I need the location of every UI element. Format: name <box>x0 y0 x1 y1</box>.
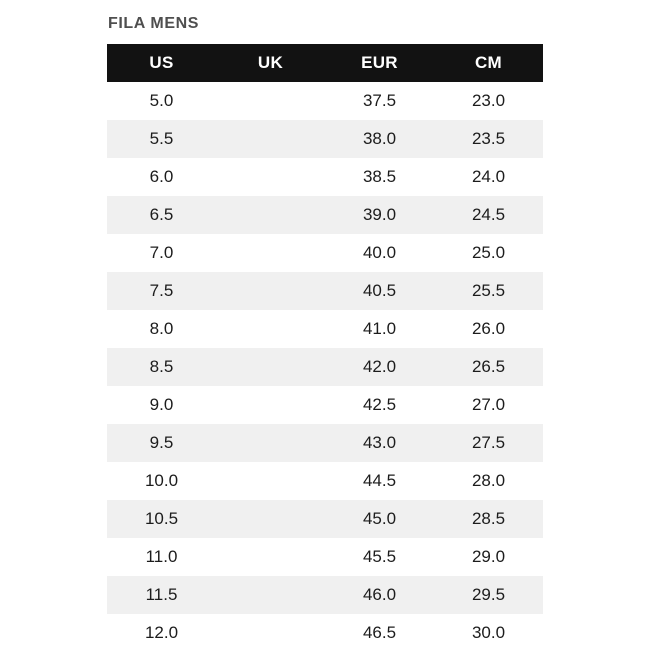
cell-us: 5.5 <box>107 120 216 158</box>
cell-us: 11.0 <box>107 538 216 576</box>
cell-uk <box>216 310 325 348</box>
table-row: 6.0 38.5 24.0 <box>107 158 543 196</box>
table-row: 10.5 45.0 28.5 <box>107 500 543 538</box>
cell-eur: 38.0 <box>325 120 434 158</box>
cell-us: 10.0 <box>107 462 216 500</box>
table-row: 8.5 42.0 26.5 <box>107 348 543 386</box>
cell-eur: 41.0 <box>325 310 434 348</box>
cell-eur: 40.5 <box>325 272 434 310</box>
cell-us: 8.0 <box>107 310 216 348</box>
size-chart-container: US UK EUR CM 5.0 37.5 23.0 5.5 38.0 23.5 6.0 38… <box>107 44 543 650</box>
cell-uk <box>216 158 325 196</box>
table-row: 10.0 44.5 28.0 <box>107 462 543 500</box>
cell-us: 5.0 <box>107 82 216 120</box>
cell-uk <box>216 82 325 120</box>
cell-uk <box>216 538 325 576</box>
column-header-us: US <box>107 44 216 82</box>
table-row: 12.0 46.5 30.0 <box>107 614 543 650</box>
cell-us: 6.0 <box>107 158 216 196</box>
cell-cm: 24.0 <box>434 158 543 196</box>
table-row: 11.0 45.5 29.0 <box>107 538 543 576</box>
size-chart-table: US UK EUR CM 5.0 37.5 23.0 5.5 38.0 23.5 6.0 38… <box>107 44 543 650</box>
cell-us: 7.0 <box>107 234 216 272</box>
size-chart-body: 5.0 37.5 23.0 5.5 38.0 23.5 6.0 38.5 24.0 6.5 39.0… <box>107 82 543 650</box>
header-row: US UK EUR CM <box>107 44 543 82</box>
cell-eur: 45.5 <box>325 538 434 576</box>
cell-eur: 42.5 <box>325 386 434 424</box>
cell-us: 11.5 <box>107 576 216 614</box>
table-row: 5.5 38.0 23.5 <box>107 120 543 158</box>
cell-uk <box>216 576 325 614</box>
table-row: 9.5 43.0 27.5 <box>107 424 543 462</box>
cell-cm: 27.0 <box>434 386 543 424</box>
cell-us: 6.5 <box>107 196 216 234</box>
table-row: 5.0 37.5 23.0 <box>107 82 543 120</box>
table-row: 9.0 42.5 27.0 <box>107 386 543 424</box>
cell-us: 8.5 <box>107 348 216 386</box>
cell-cm: 23.5 <box>434 120 543 158</box>
cell-cm: 28.5 <box>434 500 543 538</box>
column-header-eur: EUR <box>325 44 434 82</box>
cell-cm: 26.0 <box>434 310 543 348</box>
table-row: 11.5 46.0 29.5 <box>107 576 543 614</box>
cell-uk <box>216 272 325 310</box>
cell-cm: 23.0 <box>434 82 543 120</box>
cell-us: 7.5 <box>107 272 216 310</box>
cell-cm: 24.5 <box>434 196 543 234</box>
cell-uk <box>216 386 325 424</box>
cell-eur: 39.0 <box>325 196 434 234</box>
cell-eur: 45.0 <box>325 500 434 538</box>
cell-uk <box>216 348 325 386</box>
cell-eur: 40.0 <box>325 234 434 272</box>
cell-cm: 25.0 <box>434 234 543 272</box>
cell-us: 9.5 <box>107 424 216 462</box>
table-row: 7.5 40.5 25.5 <box>107 272 543 310</box>
cell-cm: 28.0 <box>434 462 543 500</box>
cell-cm: 26.5 <box>434 348 543 386</box>
cell-eur: 38.5 <box>325 158 434 196</box>
table-row: 8.0 41.0 26.0 <box>107 310 543 348</box>
cell-uk <box>216 614 325 650</box>
column-header-uk: UK <box>216 44 325 82</box>
cell-uk <box>216 120 325 158</box>
cell-eur: 43.0 <box>325 424 434 462</box>
cell-uk <box>216 424 325 462</box>
cell-uk <box>216 234 325 272</box>
table-row: 6.5 39.0 24.5 <box>107 196 543 234</box>
cell-us: 12.0 <box>107 614 216 650</box>
page-title: FILA MENS <box>108 15 200 32</box>
column-header-cm: CM <box>434 44 543 82</box>
cell-eur: 42.0 <box>325 348 434 386</box>
cell-eur: 44.5 <box>325 462 434 500</box>
cell-eur: 46.0 <box>325 576 434 614</box>
cell-eur: 37.5 <box>325 82 434 120</box>
cell-cm: 29.5 <box>434 576 543 614</box>
table-row: 7.0 40.0 25.0 <box>107 234 543 272</box>
cell-eur: 46.5 <box>325 614 434 650</box>
cell-uk <box>216 462 325 500</box>
cell-cm: 25.5 <box>434 272 543 310</box>
cell-cm: 27.5 <box>434 424 543 462</box>
cell-cm: 30.0 <box>434 614 543 650</box>
cell-uk <box>216 196 325 234</box>
table-header: US UK EUR CM <box>107 44 543 82</box>
cell-us: 9.0 <box>107 386 216 424</box>
cell-cm: 29.0 <box>434 538 543 576</box>
cell-us: 10.5 <box>107 500 216 538</box>
cell-uk <box>216 500 325 538</box>
